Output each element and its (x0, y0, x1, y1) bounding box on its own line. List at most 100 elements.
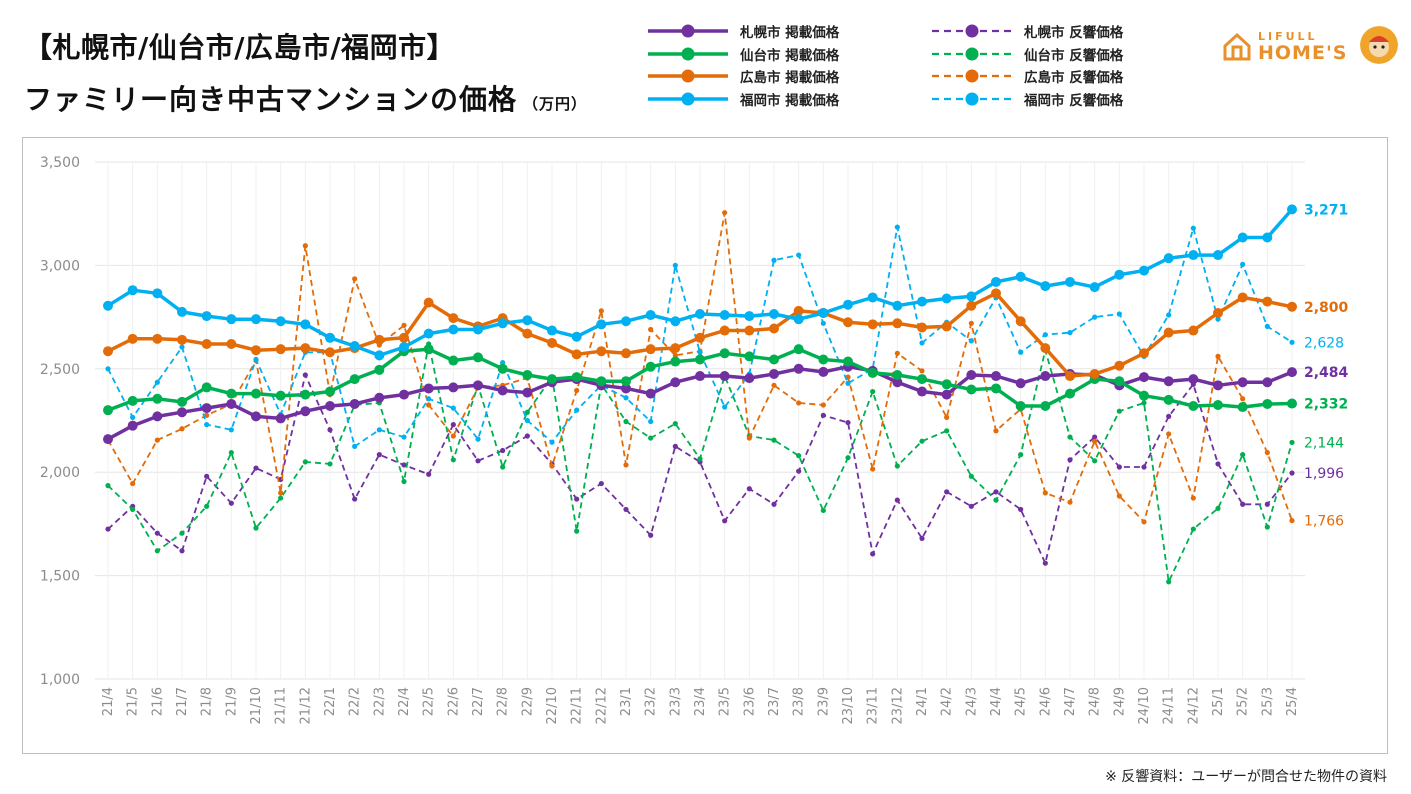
data-point (423, 383, 434, 394)
data-point (473, 380, 483, 391)
data-point (127, 395, 138, 406)
x-tick-label: 23/12 (890, 687, 905, 724)
x-tick-label: 21/12 (298, 687, 313, 724)
data-point (450, 405, 456, 411)
data-point (919, 535, 925, 541)
data-point (744, 373, 755, 384)
data-point (845, 455, 851, 461)
data-point (103, 434, 113, 445)
data-point (401, 322, 407, 328)
data-point (1190, 495, 1196, 501)
data-point (500, 447, 506, 454)
data-point (1188, 250, 1199, 261)
data-point (670, 316, 681, 327)
legend-item: 仙台市 掲載価格 (646, 43, 839, 66)
data-point (1092, 434, 1098, 440)
data-point (623, 418, 629, 425)
data-point (177, 396, 187, 407)
data-point (793, 314, 804, 325)
data-point (226, 398, 237, 409)
data-point (697, 456, 703, 462)
x-tick-label: 22/4 (397, 687, 412, 716)
data-point (892, 300, 903, 311)
data-point (769, 323, 779, 334)
data-point (574, 407, 580, 413)
data-point (621, 316, 631, 327)
data-point (991, 276, 1001, 287)
data-point (993, 497, 999, 503)
data-point (621, 376, 631, 387)
data-point (719, 371, 730, 382)
data-point (968, 503, 974, 509)
data-point (103, 346, 113, 357)
data-point (352, 443, 358, 449)
data-point (845, 419, 851, 426)
data-point (154, 437, 160, 443)
data-point (1067, 499, 1073, 505)
data-point (648, 418, 654, 425)
data-point (771, 501, 777, 507)
data-point (571, 372, 582, 383)
data-point (1139, 348, 1149, 359)
data-point (105, 483, 111, 489)
end-value-label: 2,628 (1304, 335, 1344, 351)
data-point (300, 389, 311, 400)
data-point (1262, 232, 1273, 243)
data-point (226, 314, 237, 325)
x-tick-label: 22/3 (372, 687, 387, 716)
data-point (621, 348, 631, 359)
data-point (201, 338, 212, 349)
data-point (719, 325, 730, 336)
data-point (1139, 372, 1149, 383)
data-point (1213, 250, 1223, 261)
data-point (325, 347, 335, 358)
data-point (1067, 330, 1073, 336)
data-point (598, 480, 604, 487)
plot-frame (22, 137, 1388, 754)
data-point (349, 398, 360, 409)
data-point (1116, 408, 1122, 414)
data-point (1015, 316, 1026, 327)
data-point (1190, 225, 1196, 231)
legend-swatch (648, 24, 728, 38)
data-point (399, 389, 409, 400)
data-point (278, 495, 284, 501)
data-point (1166, 413, 1172, 419)
data-point (251, 314, 261, 325)
x-tick-label: 24/7 (1063, 687, 1078, 716)
data-point (574, 528, 580, 534)
data-point (944, 489, 950, 495)
data-point (1166, 579, 1172, 585)
x-tick-label: 21/7 (175, 687, 190, 716)
data-point (1215, 353, 1221, 359)
data-point (103, 405, 113, 416)
data-point (300, 319, 311, 330)
legend-inquiry: 札幌市 反響価格 仙台市 反響価格 広島市 反響価格 福岡市 反響価格 (930, 20, 1123, 110)
data-point (1264, 323, 1270, 330)
x-tick-label: 21/6 (150, 687, 165, 716)
data-point (374, 334, 385, 345)
x-tick-label: 21/5 (126, 687, 141, 716)
data-point (796, 468, 802, 474)
data-point (497, 318, 508, 329)
data-point (473, 352, 483, 363)
data-point (1114, 376, 1125, 387)
data-point (448, 313, 459, 324)
data-point (894, 350, 900, 356)
data-point (1092, 438, 1098, 444)
data-point (473, 324, 483, 335)
end-value-label: 2,800 (1304, 300, 1349, 316)
data-point (1114, 360, 1125, 371)
x-tick-label: 22/12 (594, 687, 609, 724)
data-point (251, 388, 261, 399)
data-point (771, 437, 777, 443)
data-point (423, 297, 434, 308)
data-point (596, 376, 607, 387)
data-point (275, 316, 286, 327)
data-point (154, 379, 160, 385)
data-point (867, 319, 878, 330)
data-point (894, 497, 900, 503)
data-point (448, 324, 459, 335)
data-point (1213, 380, 1223, 391)
data-point (968, 338, 974, 344)
